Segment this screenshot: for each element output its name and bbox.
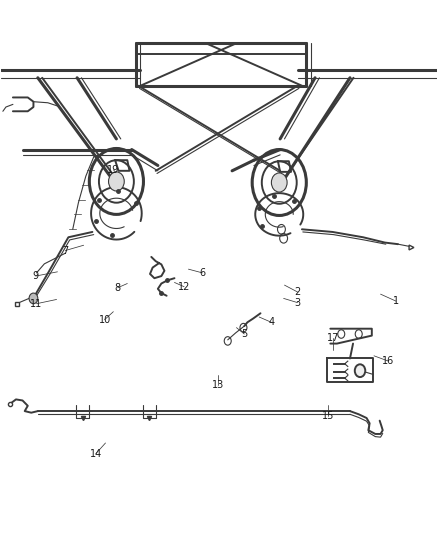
Text: 6: 6 bbox=[199, 268, 205, 278]
Text: 19: 19 bbox=[107, 165, 120, 175]
Text: 9: 9 bbox=[32, 271, 39, 281]
Circle shape bbox=[355, 365, 365, 377]
Text: 3: 3 bbox=[294, 297, 300, 308]
Text: 8: 8 bbox=[115, 283, 121, 293]
Text: 14: 14 bbox=[90, 449, 102, 458]
Text: 10: 10 bbox=[99, 314, 111, 325]
Text: 11: 11 bbox=[30, 298, 42, 309]
Text: 1: 1 bbox=[393, 296, 399, 306]
Text: 5: 5 bbox=[241, 329, 247, 339]
Text: 15: 15 bbox=[322, 411, 334, 422]
Text: 12: 12 bbox=[178, 282, 190, 292]
Circle shape bbox=[109, 172, 124, 191]
Text: 17: 17 bbox=[327, 333, 339, 343]
Text: 16: 16 bbox=[382, 356, 395, 366]
Text: 2: 2 bbox=[294, 287, 301, 297]
Text: 7: 7 bbox=[62, 246, 68, 255]
Circle shape bbox=[29, 293, 38, 304]
Text: 4: 4 bbox=[268, 317, 275, 327]
Text: 13: 13 bbox=[212, 379, 224, 390]
Circle shape bbox=[272, 173, 287, 192]
